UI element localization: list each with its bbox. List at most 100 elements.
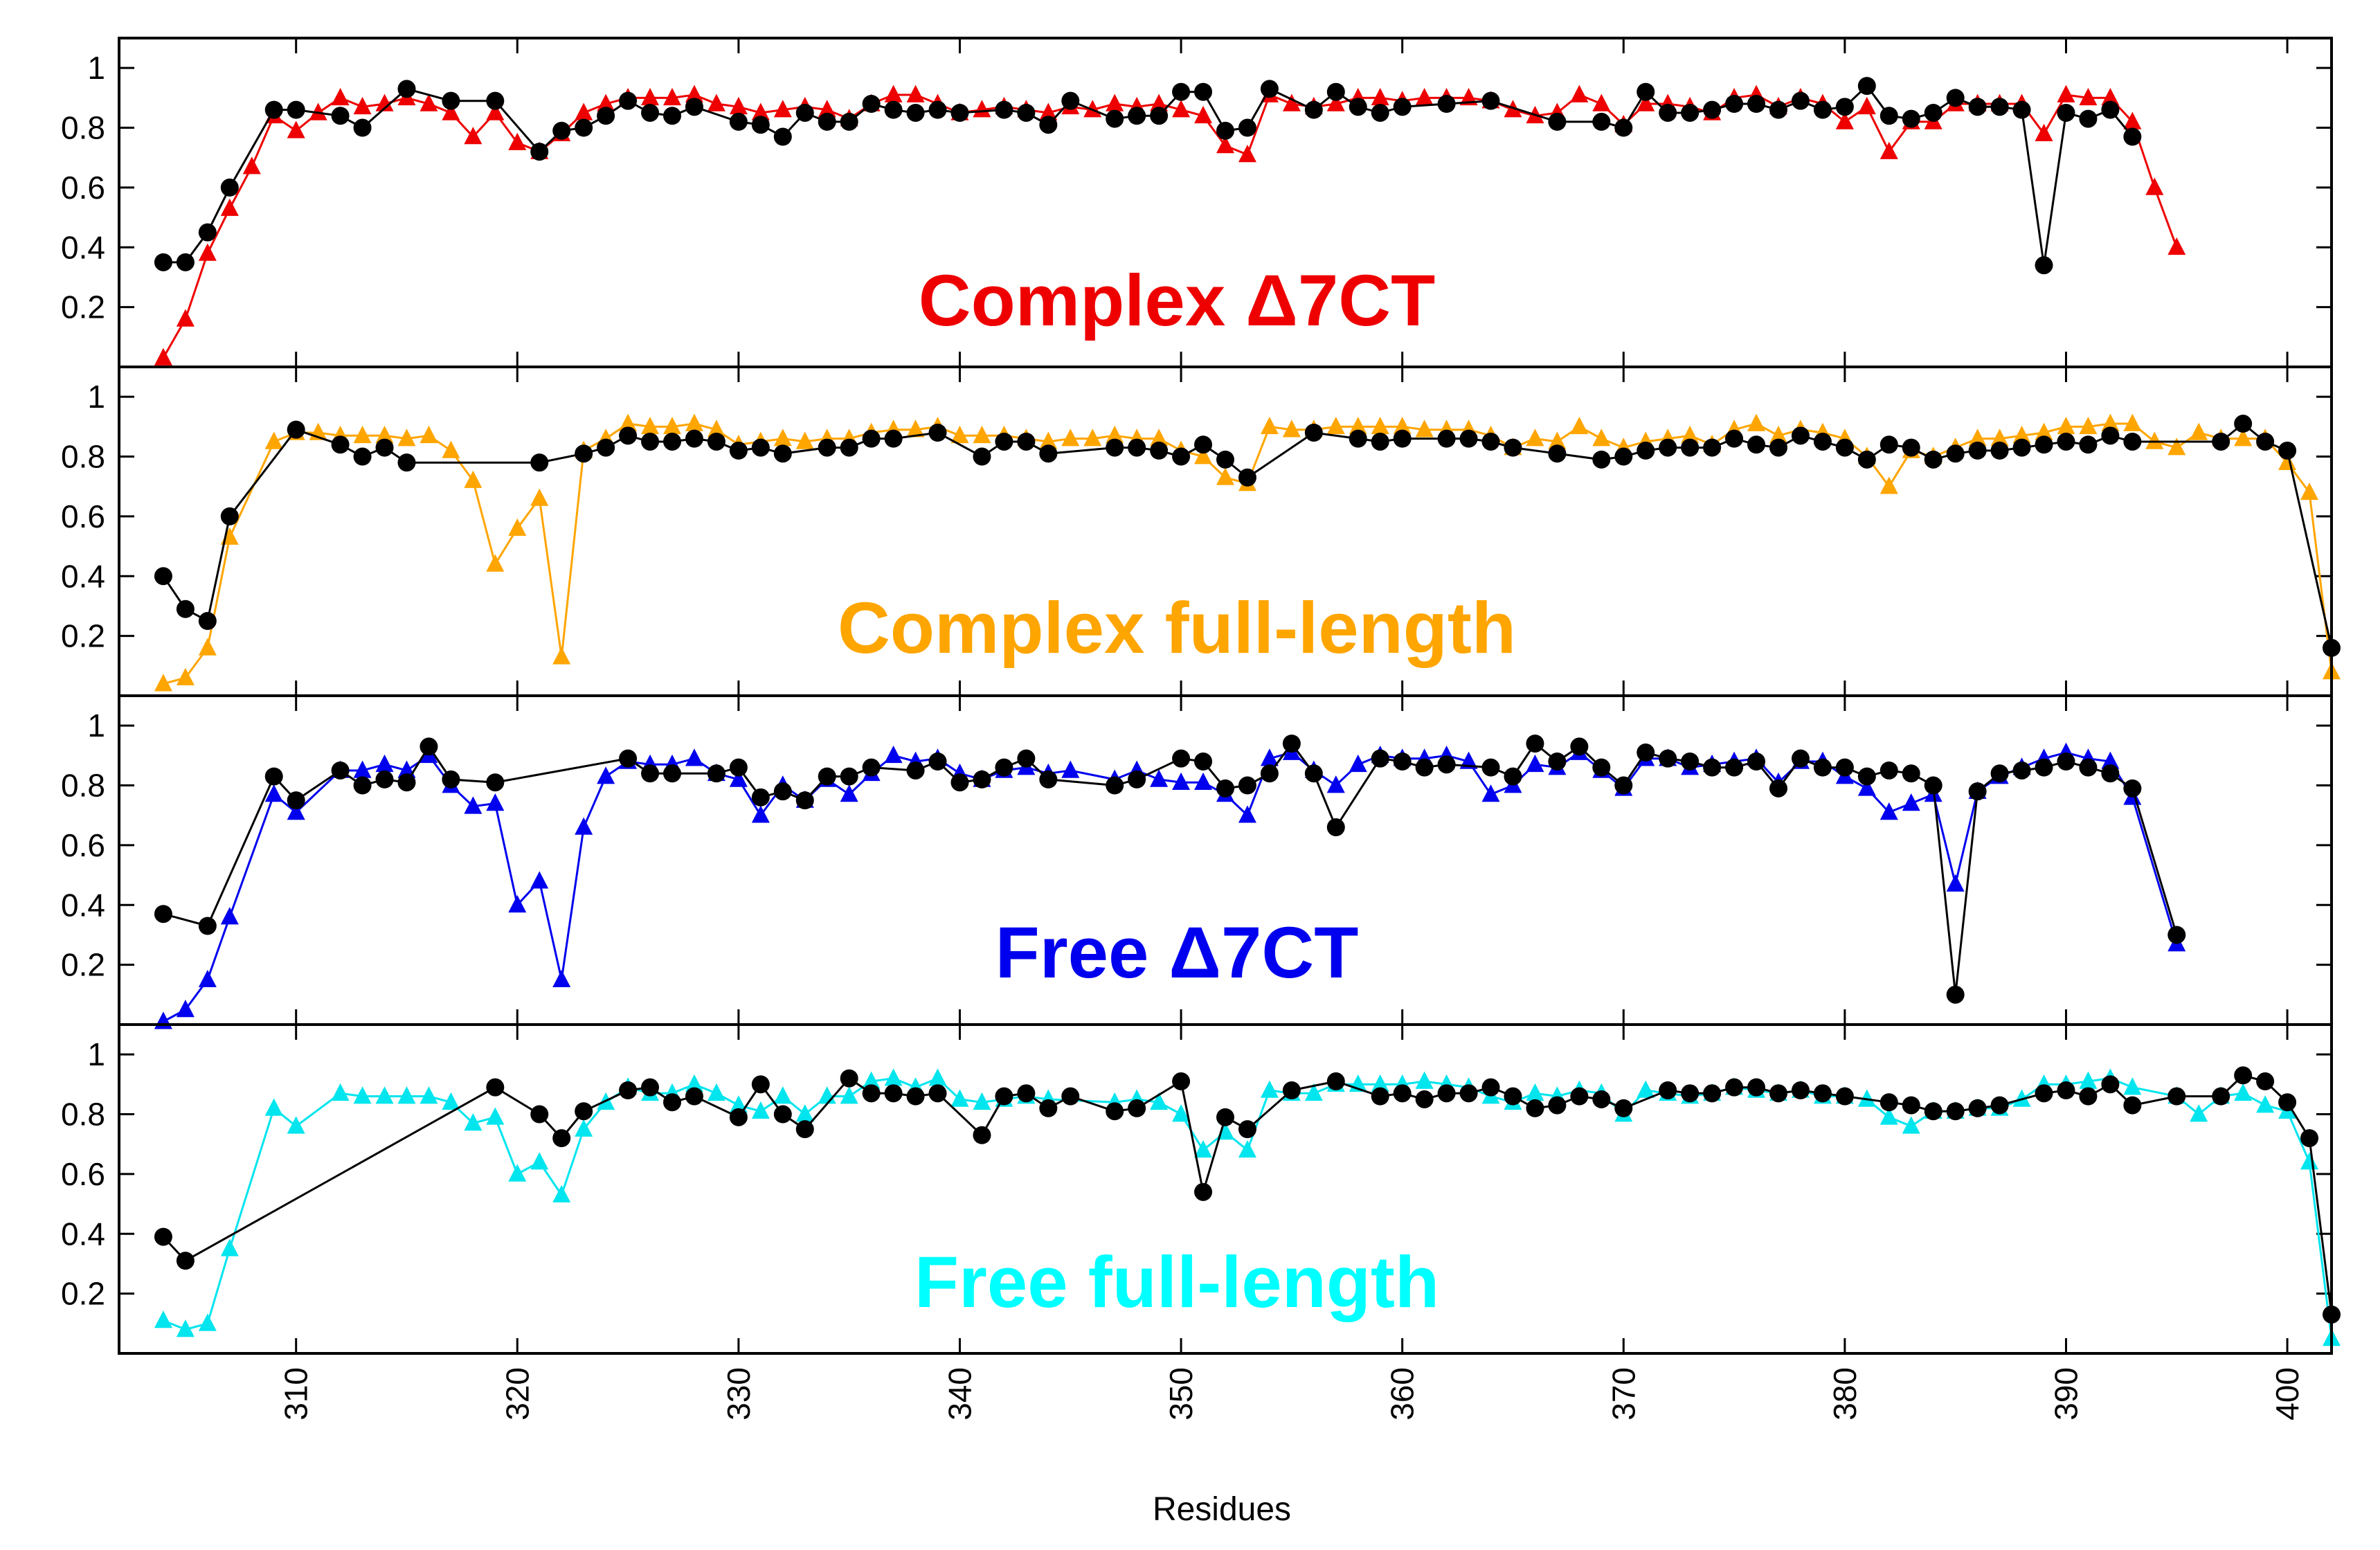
data-point-circle <box>619 91 638 110</box>
data-point-triangle <box>1349 416 1367 435</box>
x-tick-label: 370 <box>1605 1367 1641 1421</box>
data-point-circle <box>950 103 969 122</box>
data-point-triangle <box>1592 93 1611 111</box>
data-point-triangle <box>1150 93 1169 111</box>
data-point-circle <box>1769 438 1787 457</box>
data-point-triangle <box>2190 1104 2208 1122</box>
data-point-circle <box>1835 438 1854 457</box>
data-point-triangle <box>795 1104 814 1122</box>
data-point-circle <box>1459 429 1478 448</box>
data-point-circle <box>176 253 195 271</box>
data-point-triangle <box>1879 1107 1898 1125</box>
data-point-circle <box>1304 100 1323 119</box>
data-point-circle <box>552 121 571 140</box>
data-point-circle <box>1371 749 1389 768</box>
data-point-circle <box>552 1129 571 1148</box>
data-point-circle <box>1150 441 1169 460</box>
y-tick-label: 0.6 <box>61 498 105 534</box>
data-point-circle <box>906 103 925 122</box>
data-point-circle <box>795 103 814 122</box>
data-point-circle <box>2079 435 2098 454</box>
data-point-circle <box>530 1105 549 1124</box>
data-point-triangle <box>1194 447 1213 465</box>
data-point-circle <box>1835 1087 1854 1106</box>
data-point-triangle <box>154 1011 172 1029</box>
y-tick-label: 0.4 <box>61 558 105 594</box>
data-point-triangle <box>685 1074 703 1092</box>
data-point-circle <box>707 764 725 783</box>
y-tick-label: 0.8 <box>61 439 105 475</box>
panel-title: Free full-length <box>914 1242 1439 1323</box>
data-point-circle <box>1548 112 1567 131</box>
data-point-triangle <box>950 425 969 444</box>
data-point-triangle <box>2079 416 2098 435</box>
data-point-triangle <box>840 784 858 802</box>
data-point-circle <box>1614 447 1633 466</box>
data-point-circle <box>1415 758 1434 777</box>
y-tick-label: 0.4 <box>61 1216 105 1252</box>
data-point-triangle <box>2079 1071 2098 1089</box>
data-point-circle <box>1592 758 1611 777</box>
data-point-circle <box>1990 1096 2009 1115</box>
data-point-triangle <box>1548 431 1567 449</box>
data-point-circle <box>751 116 770 134</box>
data-point-circle <box>619 1081 638 1099</box>
data-point-triangle <box>1260 748 1279 766</box>
data-point-circle <box>884 1084 903 1103</box>
data-point-circle <box>995 100 1013 119</box>
data-point-circle <box>397 773 416 792</box>
data-point-circle <box>1216 450 1234 469</box>
data-point-circle <box>1747 1078 1766 1097</box>
data-point-triangle <box>176 667 195 685</box>
data-point-circle <box>1526 1099 1544 1117</box>
data-point-circle <box>1238 118 1256 137</box>
data-point-triangle <box>1415 87 1434 106</box>
data-point-triangle <box>2145 177 2164 195</box>
data-point-circle <box>1946 985 1965 1004</box>
data-point-circle <box>862 1084 881 1103</box>
data-point-triangle <box>685 748 703 766</box>
data-point-circle <box>1106 776 1124 795</box>
data-point-circle <box>2035 435 2053 454</box>
data-point-circle <box>1946 89 1965 107</box>
data-point-triangle <box>773 1086 792 1104</box>
data-point-circle <box>1216 779 1234 797</box>
data-point-circle <box>176 600 195 618</box>
data-point-triangle <box>464 127 483 145</box>
data-point-circle <box>2256 1072 2275 1091</box>
data-point-circle <box>1172 447 1191 466</box>
data-point-triangle <box>2278 452 2297 470</box>
data-point-circle <box>1106 1102 1124 1121</box>
data-point-circle <box>1659 438 1677 457</box>
data-point-triangle <box>1902 1116 1920 1134</box>
data-point-circle <box>685 98 703 116</box>
data-point-circle <box>928 100 947 119</box>
data-point-circle <box>795 791 814 810</box>
data-point-triangle <box>1083 100 1102 118</box>
data-point-circle <box>530 453 549 472</box>
data-point-triangle <box>176 1000 195 1018</box>
data-point-circle <box>884 429 903 448</box>
data-point-triangle <box>1039 102 1058 120</box>
data-point-circle <box>530 143 549 161</box>
data-point-circle <box>287 100 305 119</box>
data-point-circle <box>663 432 681 451</box>
data-point-triangle <box>973 100 991 118</box>
data-point-triangle <box>685 84 703 102</box>
data-point-triangle <box>220 198 239 216</box>
data-point-circle <box>1769 779 1787 797</box>
data-point-triangle <box>375 1086 394 1104</box>
data-point-circle <box>641 103 660 122</box>
data-point-circle <box>1393 98 1412 116</box>
data-point-circle <box>840 1069 858 1088</box>
data-point-circle <box>2101 764 2120 783</box>
y-tick-label: 0.2 <box>61 947 105 983</box>
data-point-circle <box>1393 429 1412 448</box>
data-point-circle <box>1725 429 1744 448</box>
data-point-circle <box>154 567 172 586</box>
data-point-triangle <box>641 87 660 106</box>
data-point-circle <box>2101 1075 2120 1094</box>
data-point-triangle <box>353 1086 372 1104</box>
data-point-triangle <box>818 100 836 118</box>
data-point-circle <box>1304 764 1323 783</box>
